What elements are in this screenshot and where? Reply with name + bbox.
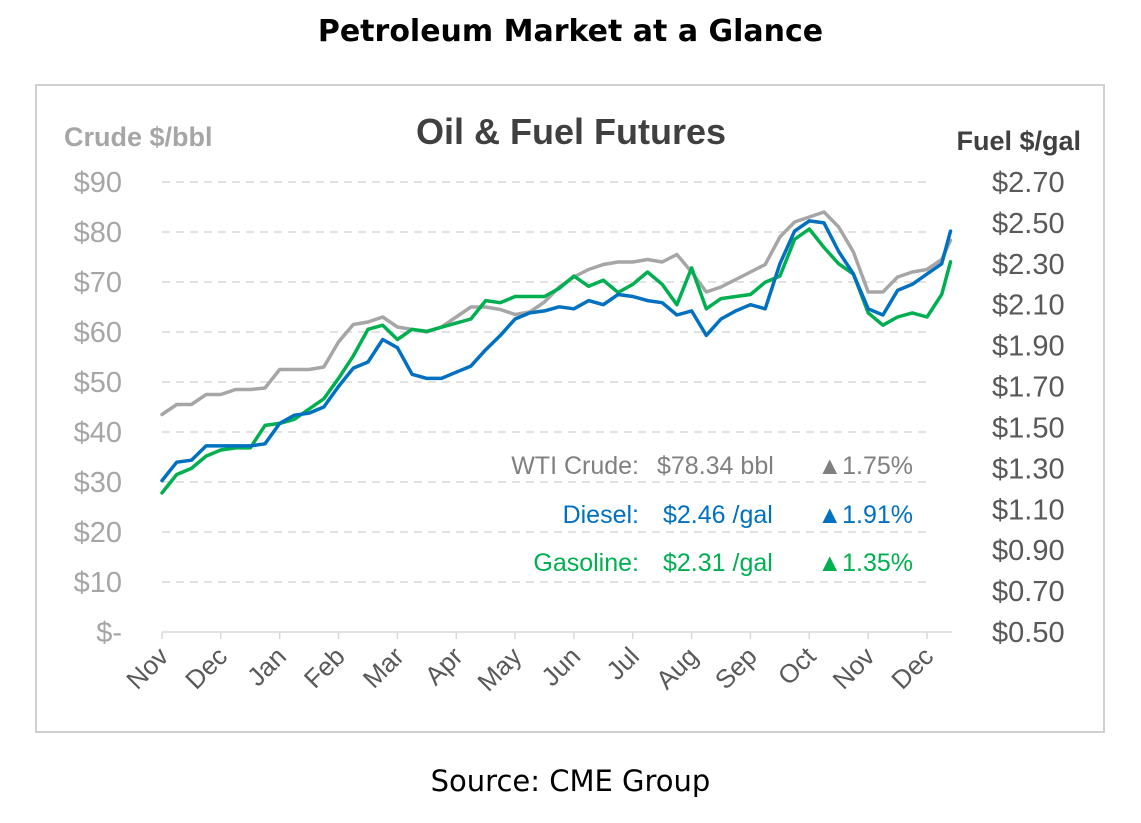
- y-right-tick-labels: $0.50 $0.70 $0.90 $1.10 $1.30 $1.50 $1.70 $1.90…: [992, 167, 1065, 649]
- y-right-tick-label: $0.90: [992, 535, 1065, 567]
- y-right-tick-label: $1.30: [992, 453, 1065, 485]
- x-tick-label: Jun: [535, 641, 586, 692]
- x-tick-label: Nov: [826, 641, 880, 695]
- y-left-tick-label: $20: [74, 517, 122, 549]
- gasoline-line: [160, 227, 953, 495]
- y-left-tick-label: $10: [74, 567, 122, 599]
- page-title: Petroleum Market at a Glance: [317, 14, 824, 49]
- y-right-tick-label: $2.30: [992, 249, 1065, 281]
- x-tick-label: Feb: [298, 641, 351, 694]
- x-tick-label: Dec: [179, 641, 233, 695]
- series-lines: [160, 210, 953, 495]
- y-left-tick-label: $40: [74, 417, 122, 449]
- y-right-tick-label: $2.10: [992, 290, 1065, 322]
- chart-title: Oil & Fuel Futures: [416, 111, 726, 152]
- y-left-tick-label: $-: [96, 617, 122, 649]
- diesel-annotation-value: $2.46 /gal: [663, 501, 773, 529]
- oil-fuel-futures-chart: Oil & Fuel Futures Crude $/bbl Fuel $/ga…: [64, 111, 1081, 697]
- gasoline-annotation-value: $2.31 /gal: [663, 549, 773, 577]
- x-axis: Nov Dec Jan Feb Mar Apr May Jun Jul Aug Sep Oct Nov D…: [120, 631, 952, 697]
- x-tick-label: Dec: [885, 641, 939, 695]
- y-right-tick-label: $1.10: [992, 494, 1065, 526]
- crude-annotation-change: ▲1.75%: [817, 452, 913, 480]
- crude-annotation-value: $78.34 bbl: [657, 452, 774, 480]
- price-annotations: WTI Crude: $78.34 bbl ▲1.75% Diesel: $2.46 /…: [511, 452, 913, 577]
- y-left-tick-label: $50: [74, 367, 122, 399]
- x-tick-label: May: [471, 641, 527, 697]
- crude-annotation-label: WTI Crude:: [511, 452, 639, 480]
- gasoline-annotation-label: Gasoline:: [533, 549, 639, 577]
- x-tick-label: Sep: [709, 641, 763, 695]
- y-right-axis-label: Fuel $/gal: [956, 126, 1081, 156]
- y-left-tick-label: $70: [74, 267, 122, 299]
- y-left-tick-label: $90: [74, 167, 122, 199]
- y-right-tick-label: $0.70: [992, 576, 1065, 608]
- y-right-tick-label: $1.70: [992, 372, 1065, 404]
- chart-frame: Oil & Fuel Futures Crude $/bbl Fuel $/ga…: [35, 84, 1105, 733]
- x-tick-label: Nov: [120, 641, 174, 695]
- y-left-tick-label: $30: [74, 467, 122, 499]
- diesel-annotation-label: Diesel:: [563, 501, 639, 529]
- x-tick-label: Oct: [772, 640, 822, 690]
- y-right-tick-label: $1.90: [992, 331, 1065, 363]
- y-left-axis-label: Crude $/bbl: [64, 122, 213, 152]
- y-right-tick-label: $2.70: [992, 167, 1065, 199]
- gridlines: [162, 181, 927, 583]
- x-tick-label: Aug: [650, 641, 704, 695]
- y-right-tick-label: $2.50: [992, 208, 1065, 240]
- x-tick-label: Jan: [241, 641, 292, 692]
- source-note: Source: CME Group: [430, 764, 711, 798]
- x-tick-label: Jul: [600, 641, 645, 686]
- y-left-tick-label: $60: [74, 317, 122, 349]
- x-tick-label: Apr: [419, 641, 469, 691]
- gasoline-annotation-change: ▲1.35%: [817, 549, 913, 577]
- y-left-tick-labels: $- $10 $20 $30 $40 $50 $60 $70 $80 $90: [74, 167, 122, 649]
- diesel-line: [160, 219, 953, 483]
- x-tick-label: Mar: [357, 641, 410, 694]
- y-right-tick-label: $1.50: [992, 412, 1065, 444]
- y-left-tick-label: $80: [74, 217, 122, 249]
- diesel-annotation-change: ▲1.91%: [817, 501, 913, 529]
- y-right-tick-label: $0.50: [992, 617, 1065, 649]
